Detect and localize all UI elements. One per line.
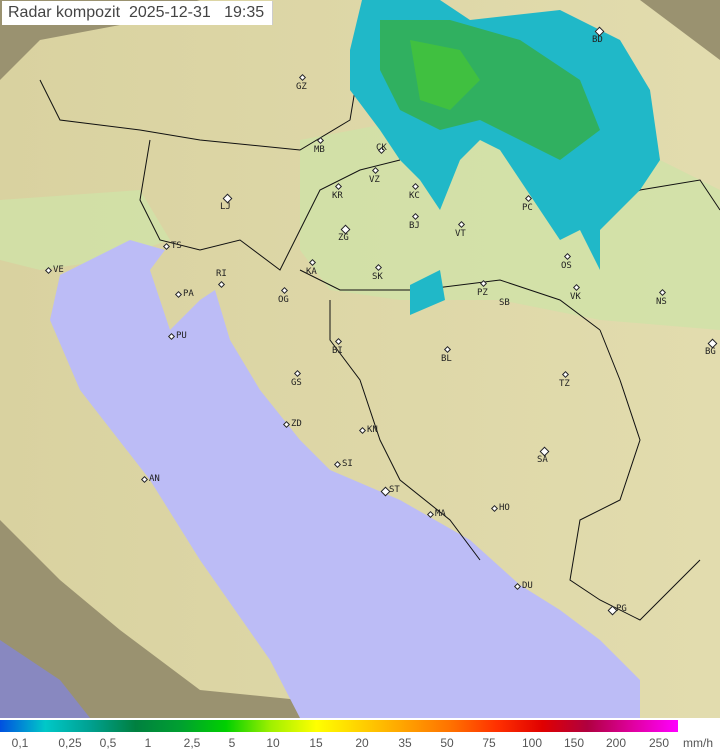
legend-tick-label: 5: [228, 736, 236, 750]
city-label-zd: ZD: [291, 419, 302, 429]
legend-tick-label: 50: [440, 736, 454, 750]
city-label-bi: BI: [332, 346, 343, 356]
city-label-vz: VZ: [369, 175, 380, 185]
city-label-bg: BG: [705, 347, 716, 357]
city-label-pa: PA: [183, 289, 194, 299]
city-label-pz: PZ: [477, 288, 488, 298]
city-label-st: ST: [389, 485, 400, 495]
city-label-mb: MB: [314, 145, 325, 155]
city-label-kc: KC: [409, 191, 420, 201]
city-label-sb: SB: [499, 298, 510, 308]
city-label-bl: BL: [441, 354, 452, 364]
title-label: Radar kompozit: [8, 4, 121, 21]
city-label-gs: GS: [291, 378, 302, 388]
city-label-kr: KR: [332, 191, 343, 201]
city-label-gz: GZ: [296, 82, 307, 92]
city-label-ve: VE: [53, 265, 64, 275]
adriatic-sea: [50, 240, 640, 718]
legend-color-bar: [0, 720, 678, 732]
city-label-bd: BD: [592, 35, 603, 45]
legend-tick-label: 1: [144, 736, 152, 750]
title-box: Radar kompozit 2025-12-31 19:35: [2, 1, 274, 25]
city-label-tz: TZ: [559, 379, 570, 389]
country-borders: [39, 59, 720, 621]
city-label-os: OS: [561, 261, 572, 271]
city-label-lj: LJ: [220, 202, 231, 212]
legend-tick-label: 20: [355, 736, 369, 750]
city-label-ho: HO: [499, 503, 510, 513]
city-label-an: AN: [149, 474, 160, 484]
city-label-sa: SA: [537, 455, 548, 465]
city-label-ma: MA: [435, 509, 446, 519]
legend-tick-label: 0,25: [58, 736, 82, 750]
legend-tick-label: 0,5: [99, 736, 117, 750]
city-label-pu: PU: [176, 331, 187, 341]
radar-echo: [350, 0, 660, 315]
legend-tick-label: 100: [521, 736, 543, 750]
city-label-vt: VT: [455, 229, 466, 239]
city-label-og: OG: [278, 295, 289, 305]
legend-tick-label: 15: [309, 736, 323, 750]
legend-tick-label: 10: [266, 736, 280, 750]
radar-map: [0, 0, 720, 718]
city-label-bj: BJ: [409, 221, 420, 231]
legend-gradient: [0, 720, 678, 732]
legend-tick-label: 0,1: [11, 736, 29, 750]
legend-tick-label: 2,5: [183, 736, 201, 750]
city-label-si: SI: [342, 459, 353, 469]
legend-tick-label: 75: [482, 736, 496, 750]
city-label-ck: CK: [376, 143, 387, 153]
city-label-ka: KA: [306, 267, 317, 277]
title-time: 19:35: [224, 4, 265, 21]
legend-tick-label: 250: [648, 736, 670, 750]
city-label-vk: VK: [570, 292, 581, 302]
city-label-ns: NS: [656, 297, 667, 307]
city-label-pg: PG: [616, 604, 627, 614]
city-label-sk: SK: [372, 272, 383, 282]
city-label-kn: KN: [367, 425, 378, 435]
city-label-zg: ZG: [338, 233, 349, 243]
legend-tick-label: 200: [605, 736, 627, 750]
city-label-pc: PC: [522, 203, 533, 213]
legend-tick-label: 35: [398, 736, 412, 750]
city-label-ri: RI: [216, 269, 227, 279]
city-label-du: DU: [522, 581, 533, 591]
legend-unit: mm/h: [683, 736, 713, 750]
city-label-ts: TS: [171, 241, 182, 251]
title-date: 2025-12-31: [128, 4, 211, 21]
legend-tick-label: 150: [563, 736, 585, 750]
sea-southwest: [0, 640, 90, 718]
